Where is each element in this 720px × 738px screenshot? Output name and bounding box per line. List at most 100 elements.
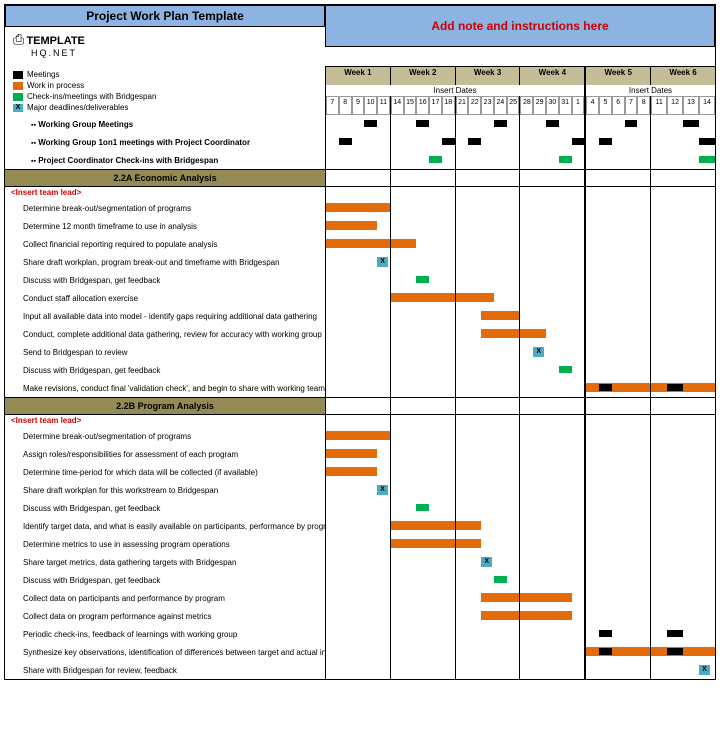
day-header-cell: 9: [352, 96, 365, 115]
task-label: Identify target data, and what is easily…: [5, 522, 325, 531]
section-header: 2.2A Economic Analysis: [5, 169, 325, 187]
gantt-week-cell: [650, 307, 715, 325]
gantt-week-cell: [584, 517, 650, 535]
gantt-week-cell: [390, 151, 455, 169]
gantt-week-cell: [390, 343, 455, 361]
day-header-cell: 14: [391, 96, 404, 115]
gantt-week-cell: [390, 643, 455, 661]
checkin-box: [559, 156, 572, 163]
day-header-cell: 18: [442, 96, 455, 115]
day-header-cell: 30: [546, 96, 559, 115]
gantt-week-cell: [455, 571, 520, 589]
task-label: Conduct, complete additional data gather…: [5, 330, 325, 339]
gantt-week-cell: [584, 289, 650, 307]
task-row: Share with Bridgespan for review, feedba…: [5, 661, 715, 679]
task-row: Input all available data into model - id…: [5, 307, 715, 325]
gantt-week-cell: [455, 535, 520, 553]
day-header-cell: 8: [339, 96, 352, 115]
gantt-bar-black: [667, 648, 683, 655]
task-label: Collect financial reporting required to …: [5, 240, 325, 249]
task-row: Identify target data, and what is easily…: [5, 517, 715, 535]
gantt-week-cell: [390, 661, 455, 679]
gantt-week-cell: [519, 217, 584, 235]
task-label: Determine metrics to use in assessing pr…: [5, 540, 325, 549]
gantt-bar-orange: [326, 203, 390, 212]
gantt-bar-orange: [326, 431, 390, 440]
gantt-week-cell: [519, 535, 584, 553]
gantt-week-cell: [519, 463, 584, 481]
gantt-week-cell: [650, 517, 715, 535]
section-header: 2.2B Program Analysis: [5, 397, 325, 415]
gantt-week-cell: [390, 115, 455, 133]
gantt-week-cell: [584, 481, 650, 499]
legend-item: Work in process: [13, 80, 317, 91]
day-header-cell: 23: [481, 96, 494, 115]
gantt-week-cell: [519, 517, 584, 535]
gantt-week-cell: [325, 235, 390, 253]
task-label: Collect data on program performance agai…: [5, 612, 325, 621]
gantt-bar-orange: [456, 293, 494, 302]
task-row: Share target metrics, data gathering tar…: [5, 553, 715, 571]
gantt-week-cell: [455, 133, 520, 151]
gantt-week-cell: [390, 535, 455, 553]
day-header-cell: 1: [572, 96, 585, 115]
gantt-bar-orange: [586, 383, 650, 392]
gantt-week-cell: [325, 217, 390, 235]
task-label: Discuss with Bridgespan, get feedback: [5, 576, 325, 585]
gantt-week-cell: [584, 361, 650, 379]
task-label: Share target metrics, data gathering tar…: [5, 558, 325, 567]
day-header-cell: 12: [667, 96, 683, 115]
task-label: Collect data on participants and perform…: [5, 594, 325, 603]
days-row: 7891011141516171821222324252829303114567…: [325, 96, 715, 115]
gantt-week-cell: [584, 499, 650, 517]
gantt-bar-orange: [586, 647, 650, 656]
gantt-bar-orange: [520, 593, 571, 602]
deadline-marker: X: [699, 665, 710, 675]
gantt-week-cell: [650, 379, 715, 397]
gantt-week-cell: [584, 307, 650, 325]
day-header-cell: 25: [507, 96, 520, 115]
legend-label: Major deadlines/deliverables: [27, 102, 128, 113]
logo: ⎙ TEMPLATE HQ.NET: [5, 27, 325, 67]
day-header-cell: 24: [494, 96, 507, 115]
task-row: Determine metrics to use in assessing pr…: [5, 535, 715, 553]
week-header-row: Week 1Week 2Week 3Week 4Week 5Week 6: [325, 66, 715, 86]
insert-dates-label: Insert Dates: [584, 85, 715, 96]
task-row: Send to Bridgespan to reviewX: [5, 343, 715, 361]
gantt-week-cell: [390, 553, 455, 571]
gantt-week-cell: [584, 151, 650, 169]
day-header-cell: 11: [651, 96, 667, 115]
task-label: Synthesize key observations, identificat…: [5, 648, 325, 657]
workplan-container: Project Work Plan Template ⎙ TEMPLATE HQ…: [4, 4, 716, 680]
task-row: Assign roles/responsibilities for assess…: [5, 445, 715, 463]
task-label: Discuss with Bridgespan, get feedback: [5, 276, 325, 285]
meeting-row: ▪▪ Working Group Meetings: [5, 115, 715, 133]
gantt-week-cell: [650, 133, 715, 151]
week-header-cell: Week 1: [325, 67, 390, 86]
gantt-week-cell: [325, 553, 390, 571]
gantt-bar-black: [599, 384, 612, 391]
gantt-week-cell: [455, 217, 520, 235]
gantt-bar-orange: [481, 311, 519, 320]
task-row: Determine 12 month timeframe to use in a…: [5, 217, 715, 235]
gantt-week-cell: [584, 253, 650, 271]
gantt-week-cell: [519, 151, 584, 169]
task-row: Collect financial reporting required to …: [5, 235, 715, 253]
task-label: Determine break-out/segmentation of prog…: [5, 432, 325, 441]
task-row: Conduct staff allocation exercise: [5, 289, 715, 307]
gantt-week-cell: [455, 427, 520, 445]
day-header-cell: 8: [637, 96, 650, 115]
gantt-week-cell: [325, 427, 390, 445]
gantt-week-cell: [519, 607, 584, 625]
gantt-week-cell: [325, 445, 390, 463]
gantt-week-cell: [519, 427, 584, 445]
legend-label: Work in process: [27, 80, 84, 91]
gantt-week-cell: [455, 253, 520, 271]
gantt-week-cell: [390, 445, 455, 463]
gantt-bar-orange: [391, 521, 455, 530]
gantt-week-cell: [584, 571, 650, 589]
day-header-cell: 6: [612, 96, 625, 115]
team-lead-label: <Insert team lead>: [5, 415, 325, 427]
day-header-cell: 14: [699, 96, 715, 115]
gantt-week-cell: X: [455, 553, 520, 571]
